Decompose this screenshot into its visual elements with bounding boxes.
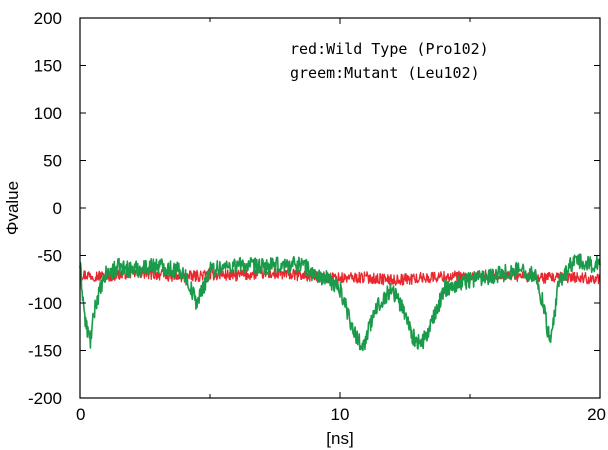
- y-tick-label: -50: [37, 247, 62, 266]
- y-tick-label: 200: [34, 9, 62, 28]
- y-tick-label: -100: [28, 294, 62, 313]
- y-tick-label: -200: [28, 389, 62, 408]
- x-tick-label: 0: [76, 405, 85, 424]
- annotation-wild-type: red:Wild Type (Pro102): [290, 40, 489, 58]
- x-tick-label: 20: [587, 405, 606, 424]
- series-line-1: [79, 253, 601, 352]
- series-layer: [79, 253, 601, 352]
- annotation-mutant: greem:Mutant (Leu102): [290, 64, 480, 82]
- x-tick-label: 10: [331, 405, 350, 424]
- y-tick-label: 150: [34, 57, 62, 76]
- labels-layer: 200 150 100 50 0 -50 -100 -150 -200 0 10 20: [28, 9, 606, 424]
- y-tick-label: -150: [28, 342, 62, 361]
- y-tick-label: 0: [53, 199, 62, 218]
- x-axis-label: [ns]: [326, 429, 353, 448]
- ticks-layer: [79, 17, 601, 399]
- y-axis-label: Φvalue: [3, 181, 22, 235]
- y-tick-label: 50: [43, 152, 62, 171]
- y-tick-label: 100: [34, 104, 62, 123]
